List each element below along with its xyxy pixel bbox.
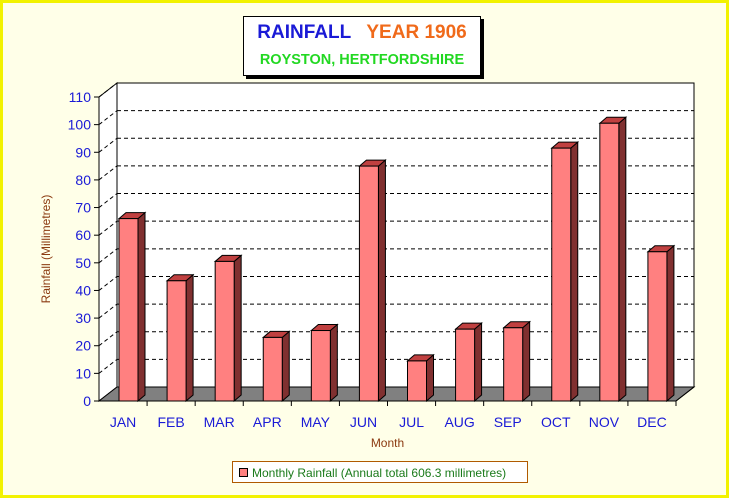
bar-side	[137, 211, 146, 403]
title-rainfall: RAINFALL	[257, 22, 351, 43]
bar-side	[281, 330, 290, 403]
gridline-side	[98, 303, 118, 319]
gridline-side	[98, 248, 118, 264]
y-tick-label: 80	[75, 172, 91, 188]
x-tick-label-dec: DEC	[637, 414, 667, 430]
bar-side	[522, 320, 531, 403]
bar-aug	[454, 322, 483, 403]
chart-title-box: RAINFALL YEAR 1906 ROYSTON, HERTFORDSHIR…	[243, 16, 481, 76]
bar-side	[329, 323, 338, 403]
bar-front	[551, 147, 572, 402]
y-tick-label: 40	[75, 282, 91, 298]
chart-back-wall	[116, 82, 695, 388]
y-tick-label: 20	[75, 338, 91, 354]
chart-title: RAINFALL YEAR 1906	[244, 22, 480, 44]
bar-side	[666, 244, 675, 403]
y-tick-label: 60	[75, 227, 91, 243]
bar-jul	[406, 353, 435, 403]
bar-side	[570, 141, 579, 403]
legend-swatch	[239, 468, 248, 477]
x-axis-title: Month	[371, 436, 404, 450]
bar-oct	[550, 141, 580, 403]
bar-front	[358, 165, 379, 402]
bar-front	[407, 360, 427, 402]
bar-may	[309, 323, 339, 403]
bar-side	[233, 254, 242, 403]
y-tick-label: 0	[83, 393, 91, 409]
legend-label: Monthly Rainfall (Annual total 606.3 mil…	[252, 466, 507, 480]
bar-jun	[358, 159, 387, 403]
gridline-side	[98, 358, 118, 374]
bar-front	[166, 280, 187, 402]
gridline-side	[98, 110, 118, 126]
title-year: YEAR 1906	[366, 22, 467, 43]
bar-front	[118, 218, 139, 402]
bar-front	[455, 328, 476, 402]
bar-apr	[261, 330, 291, 403]
x-tick-label-jun: JUN	[350, 414, 377, 430]
chart-side-wall	[98, 81, 118, 403]
bar-front	[262, 336, 283, 402]
x-tick-label-jul: JUL	[399, 414, 424, 430]
chart-legend: Monthly Rainfall (Annual total 606.3 mil…	[232, 461, 528, 483]
bar-side	[185, 273, 194, 403]
y-tick-label: 90	[75, 144, 91, 160]
gridline-side	[98, 137, 118, 153]
y-tick-label: 30	[75, 310, 91, 326]
x-tick-label-apr: APR	[253, 414, 282, 430]
y-tick-label: 10	[75, 365, 91, 381]
bar-nov	[598, 116, 628, 403]
x-tick-label-may: MAY	[301, 414, 331, 430]
bar-side	[618, 116, 627, 403]
y-tick-label: 110	[69, 89, 92, 105]
y-tick-label: 50	[75, 255, 91, 271]
y-tick-label: 70	[75, 200, 91, 216]
y-axis-title: Rainfall (Millimetres)	[39, 195, 53, 304]
bar-front	[647, 251, 668, 402]
x-tick-label-oct: OCT	[541, 414, 571, 430]
x-tick-label-mar: MAR	[204, 414, 235, 430]
bar-front	[214, 260, 235, 402]
gridline-side	[98, 193, 118, 208]
gridline-side	[98, 220, 118, 236]
bar-feb	[165, 273, 195, 403]
y-tick-label: 100	[68, 117, 92, 133]
bar-side	[377, 159, 386, 403]
x-tick-label-sep: SEP	[494, 414, 522, 430]
floor-edge	[675, 386, 695, 402]
gridline-side	[98, 165, 118, 181]
bar-side	[474, 322, 483, 403]
gridline-side	[98, 276, 118, 291]
x-tick-label-feb: FEB	[158, 414, 185, 430]
bar-front	[599, 122, 620, 402]
gridline-side	[98, 82, 118, 98]
bar-front	[503, 327, 524, 402]
bar-mar	[213, 254, 243, 403]
bar-sep	[502, 320, 532, 403]
x-tick-label-nov: NOV	[589, 414, 620, 430]
bar-jan	[117, 211, 147, 403]
bar-front	[310, 330, 331, 402]
bar-side	[426, 353, 434, 403]
gridline-side	[98, 331, 118, 347]
x-tick-label-aug: AUG	[444, 414, 474, 430]
chart-subtitle: ROYSTON, HERTFORDSHIRE	[259, 52, 465, 68]
x-tick-label-jan: JAN	[110, 414, 136, 430]
bar-dec	[646, 244, 676, 403]
